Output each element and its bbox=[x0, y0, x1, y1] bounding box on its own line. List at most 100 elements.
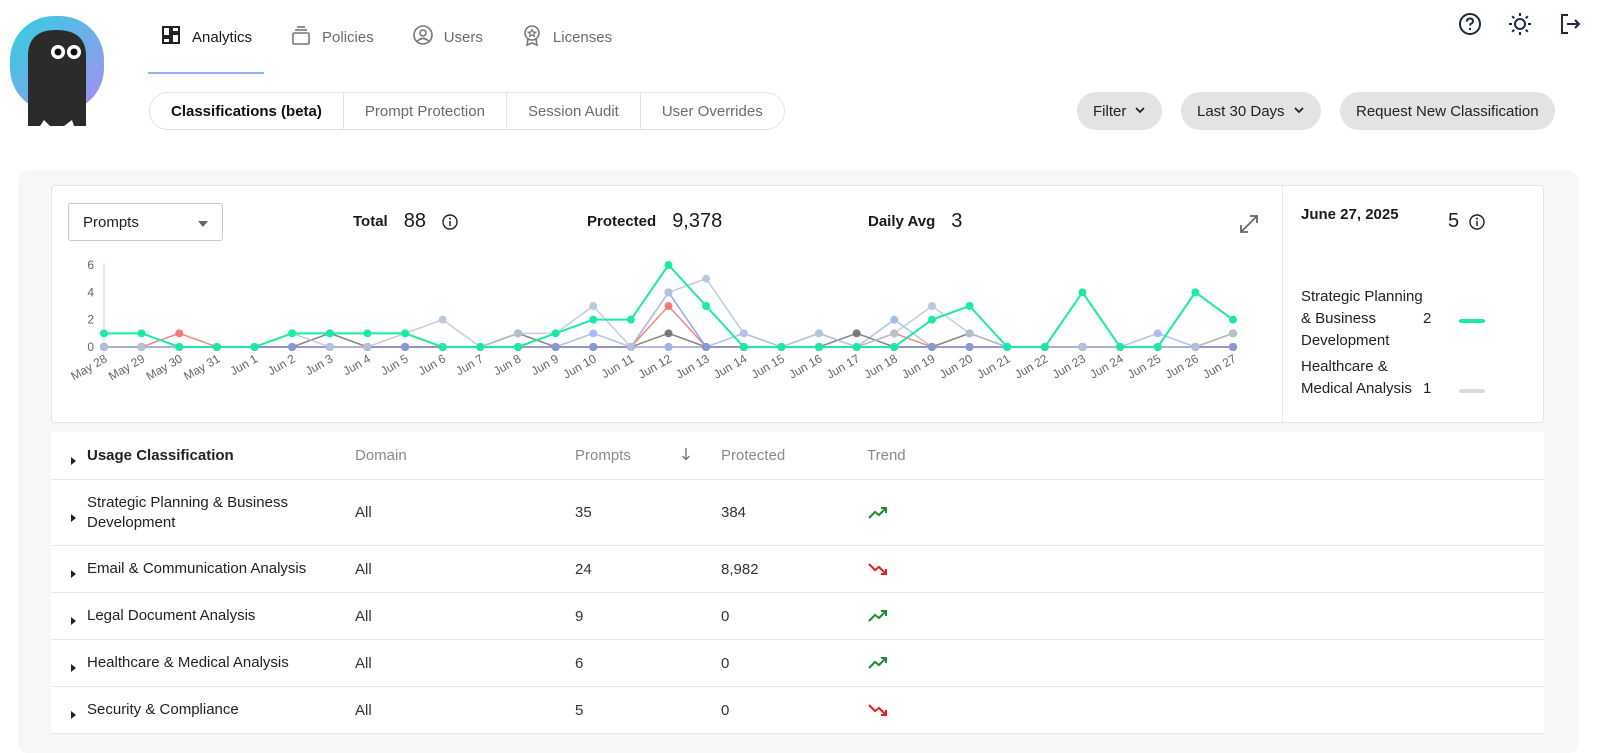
data-point bbox=[1191, 343, 1200, 351]
table-row[interactable]: Email & Communication Analysis All 24 8,982 bbox=[51, 546, 1544, 593]
daily-avg-label: Daily Avg bbox=[868, 213, 936, 230]
x-tick-label: Jun 1 bbox=[228, 351, 261, 378]
caret-right-icon[interactable] bbox=[69, 509, 77, 522]
data-point bbox=[815, 329, 824, 338]
tab-policies[interactable]: Policies bbox=[278, 0, 386, 74]
data-point bbox=[513, 343, 522, 351]
y-tick-label: 4 bbox=[87, 285, 94, 299]
data-point bbox=[551, 343, 560, 351]
caret-right-icon bbox=[69, 452, 77, 465]
x-tick-label: May 31 bbox=[181, 351, 222, 383]
row-prompts-value: 9 bbox=[575, 607, 584, 625]
row-domain: All bbox=[355, 654, 372, 672]
protected-stat: Protected 9,378 bbox=[587, 210, 722, 233]
info-icon[interactable] bbox=[1469, 213, 1485, 230]
classification-table: Usage Classification Domain Prompts Prot… bbox=[51, 432, 1544, 734]
date-range-button[interactable]: Last 30 Days bbox=[1181, 92, 1321, 130]
table-row[interactable]: Legal Document Analysis All 9 0 bbox=[51, 593, 1544, 640]
help-icon[interactable] bbox=[1458, 12, 1482, 36]
row-prompts: 9 bbox=[575, 608, 721, 625]
data-point bbox=[1153, 329, 1162, 338]
header-trend[interactable]: Trend bbox=[867, 447, 906, 464]
data-point bbox=[589, 302, 598, 310]
data-point bbox=[664, 302, 673, 310]
row-name: Legal Document Analysis bbox=[87, 607, 256, 624]
table-row[interactable]: Security & Compliance All 5 0 bbox=[51, 687, 1544, 734]
data-point bbox=[551, 329, 560, 338]
data-point bbox=[589, 329, 598, 338]
x-tick-label: May 28 bbox=[68, 351, 109, 383]
info-icon[interactable] bbox=[442, 213, 458, 230]
total-stat: Total 88 bbox=[353, 210, 458, 233]
chevron-down-icon bbox=[1293, 103, 1305, 120]
data-point bbox=[626, 343, 635, 351]
data-point bbox=[175, 343, 184, 351]
table-row[interactable]: Healthcare & Medical Analysis All 6 0 bbox=[51, 640, 1544, 687]
header-prompts[interactable]: Prompts bbox=[575, 447, 721, 465]
request-classification-button[interactable]: Request New Classification bbox=[1340, 92, 1555, 130]
row-name: Healthcare & Medical Analysis bbox=[87, 654, 289, 671]
legend-name: Healthcare & Medical Analysis bbox=[1301, 358, 1412, 397]
stack-icon bbox=[290, 24, 312, 50]
sort-arrow-down-icon[interactable] bbox=[681, 447, 691, 465]
tab-analytics[interactable]: Analytics bbox=[148, 0, 265, 74]
detail-count: 5 bbox=[1448, 210, 1460, 232]
filter-button[interactable]: Filter bbox=[1077, 92, 1163, 130]
data-point bbox=[965, 329, 974, 338]
subtab-user-overrides[interactable]: User Overrides bbox=[661, 102, 763, 120]
row-classification[interactable]: Healthcare & Medical Analysis bbox=[51, 653, 355, 673]
x-tick-label: Jun 23 bbox=[1050, 351, 1088, 381]
x-tick-label: Jun 15 bbox=[749, 351, 787, 381]
header-label: Usage Classification bbox=[87, 447, 234, 464]
theme-sun-icon[interactable] bbox=[1508, 12, 1532, 36]
x-tick-label: Jun 16 bbox=[786, 351, 824, 381]
caret-right-icon[interactable] bbox=[69, 706, 77, 719]
row-classification[interactable]: Legal Document Analysis bbox=[51, 606, 355, 626]
data-point bbox=[1153, 343, 1162, 351]
detail-count-wrap: 5 bbox=[1448, 210, 1485, 233]
caret-right-icon[interactable] bbox=[69, 612, 77, 625]
data-point bbox=[363, 343, 372, 351]
tab-label: Analytics bbox=[192, 28, 253, 46]
data-point bbox=[513, 329, 522, 338]
caret-right-icon[interactable] bbox=[69, 565, 77, 578]
legend-swatch bbox=[1459, 319, 1485, 323]
y-tick-label: 6 bbox=[87, 258, 94, 272]
data-point bbox=[589, 315, 598, 324]
protected-label: Protected bbox=[587, 213, 657, 230]
subtab-classifications[interactable]: Classifications (beta) bbox=[150, 93, 344, 129]
table-row[interactable]: Strategic Planning & Business Developmen… bbox=[51, 480, 1544, 546]
row-classification[interactable]: Email & Communication Analysis bbox=[51, 559, 355, 579]
row-classification[interactable]: Security & Compliance bbox=[51, 700, 355, 720]
tab-users[interactable]: Users bbox=[400, 0, 495, 74]
trend-up-icon bbox=[867, 655, 1013, 671]
tab-licenses[interactable]: Licenses bbox=[509, 0, 624, 74]
header-protected[interactable]: Protected bbox=[721, 447, 786, 464]
subtab-session-audit[interactable]: Session Audit bbox=[507, 93, 641, 129]
row-prompts-value: 24 bbox=[575, 560, 592, 578]
data-point bbox=[702, 343, 711, 351]
data-point bbox=[927, 343, 936, 351]
x-tick-label: Jun 10 bbox=[561, 351, 599, 381]
header-usage-classification[interactable]: Usage Classification bbox=[51, 447, 355, 465]
row-protected: 8,982 bbox=[721, 560, 759, 578]
logout-icon[interactable] bbox=[1558, 12, 1582, 36]
x-tick-label: Jun 21 bbox=[974, 351, 1012, 381]
x-tick-label: Jun 7 bbox=[453, 351, 486, 378]
metric-select[interactable]: Prompts bbox=[68, 203, 223, 241]
data-point bbox=[401, 343, 410, 351]
row-prompts: 6 bbox=[575, 655, 721, 672]
app-logo bbox=[10, 16, 106, 130]
header-domain[interactable]: Domain bbox=[355, 447, 407, 464]
x-tick-label: Jun 4 bbox=[341, 351, 374, 378]
table-body: Strategic Planning & Business Developmen… bbox=[51, 480, 1544, 734]
detail-date: June 27, 2025 bbox=[1301, 206, 1399, 223]
subtab-prompt-protection[interactable]: Prompt Protection bbox=[344, 93, 507, 129]
row-classification[interactable]: Strategic Planning & Business Developmen… bbox=[51, 493, 355, 533]
row-protected: 0 bbox=[721, 701, 730, 719]
expand-icon[interactable] bbox=[1238, 213, 1260, 235]
x-tick-label: Jun 27 bbox=[1200, 351, 1238, 381]
header-label: Prompts bbox=[575, 446, 631, 464]
caret-right-icon[interactable] bbox=[69, 659, 77, 672]
total-label: Total bbox=[353, 213, 388, 230]
